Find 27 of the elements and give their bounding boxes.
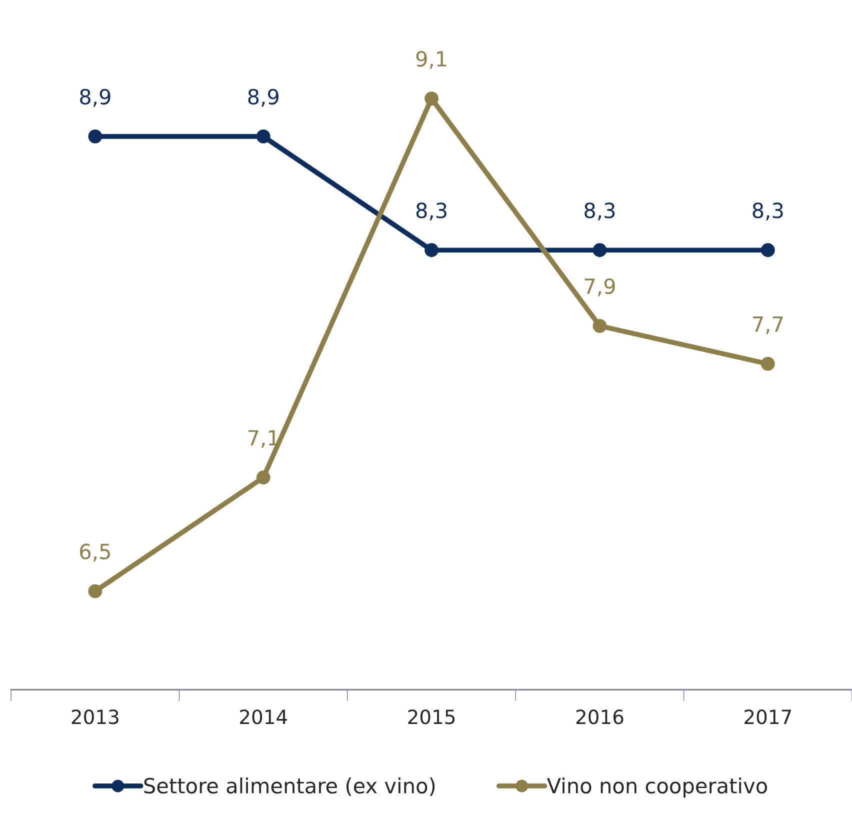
legend-label: Settore alimentare (ex vino) xyxy=(144,777,435,796)
point xyxy=(88,584,102,598)
data-label: 8,3 xyxy=(584,202,615,220)
data-label: 6,5 xyxy=(80,544,110,562)
point xyxy=(88,129,102,144)
x-tick-label: 2014 xyxy=(240,710,288,724)
x-tick-label: 2016 xyxy=(576,710,624,724)
point xyxy=(424,243,438,258)
data-label: 7,7 xyxy=(753,316,783,334)
legend-label: Vino non cooperativo xyxy=(546,777,767,798)
point xyxy=(592,243,607,258)
x-tick-label: 2017 xyxy=(744,710,791,724)
data-label: 8,9 xyxy=(248,88,278,107)
point xyxy=(760,243,775,258)
x-tick-label: 2015 xyxy=(408,710,455,724)
point xyxy=(256,129,270,144)
data-label: 8,9 xyxy=(80,88,110,107)
point xyxy=(256,470,270,484)
data-label: 8,3 xyxy=(752,202,783,220)
point xyxy=(424,92,438,106)
data-label: 7,1 xyxy=(248,430,278,448)
x-tick-label: 2013 xyxy=(72,710,118,724)
data-label: 8,3 xyxy=(416,202,446,220)
data-label: 7,9 xyxy=(584,278,615,296)
data-label: 9,1 xyxy=(416,50,446,69)
point xyxy=(760,356,775,371)
point xyxy=(592,318,607,333)
